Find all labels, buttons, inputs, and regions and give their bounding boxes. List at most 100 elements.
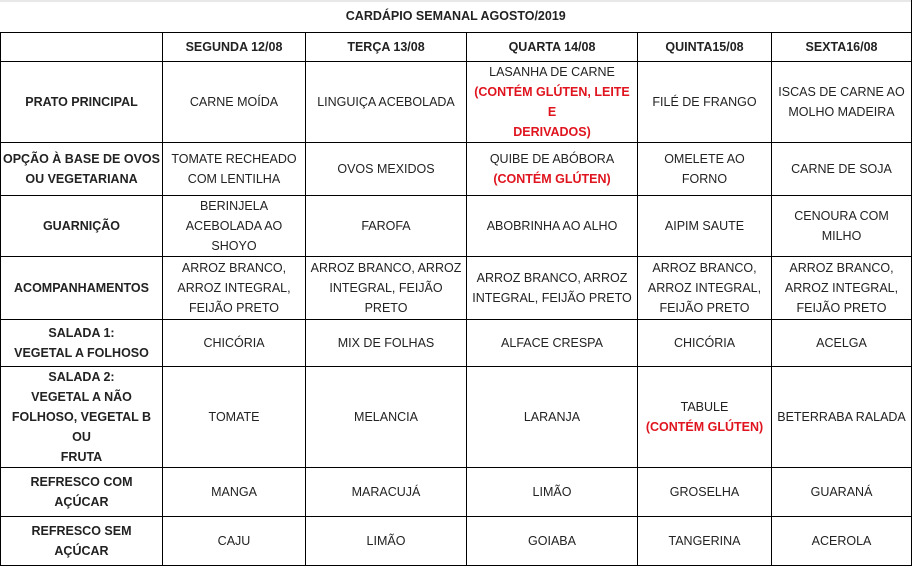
day-header: SEXTA16/08: [770, 31, 912, 62]
dish-text: ISCAS DE CARNE AO MOLHO MADEIRA: [778, 84, 905, 119]
menu-row: GUARNIÇÃO BERINJELA ACEBOLADA AO SHOYO FAR…: [0, 194, 912, 257]
menu-cell: ARROZ BRANCO, ARROZ INTEGRAL, FEIJÃO PRE…: [466, 255, 638, 320]
allergen-note: (CONTÉM GLÚTEN): [645, 419, 764, 434]
menu-cell: ARROZ BRANCO, ARROZ INTEGRAL, FEIJÃO PRE…: [305, 255, 467, 320]
menu-cell: CAJU: [162, 515, 306, 566]
dish-text: TOMATE RECHEADO COM LENTILHA: [171, 151, 297, 186]
dish-text: ABOBRINHA AO ALHO: [486, 218, 618, 233]
menu-row: ACOMPANHAMENTOS ARROZ BRANCO, ARROZ INTEG…: [0, 255, 912, 320]
dish-text: ACEROLA: [811, 533, 872, 548]
menu-cell: OMELETE AO FORNO: [637, 141, 772, 196]
menu-row: SALADA 1: VEGETAL A FOLHOSO CHICÓRIA MIX D…: [0, 318, 912, 367]
dish-text: MELANCIA: [354, 409, 418, 424]
row-label: REFRESCO COM AÇÚCAR: [0, 466, 163, 517]
dish-text: LINGUIÇA ACEBOLADA: [317, 94, 455, 109]
dish-text: GOIABA: [528, 533, 576, 548]
dish-text: ARROZ BRANCO, ARROZ INTEGRAL, FEIJÃO PRE…: [472, 270, 632, 305]
dish-text: ARROZ BRANCO, ARROZ INTEGRAL, FEIJÃO PRE…: [310, 260, 462, 315]
day-header: QUARTA 14/08: [466, 31, 638, 62]
day-header: SEGUNDA 12/08: [162, 31, 306, 62]
dish-text: BETERRABA RALADA: [777, 409, 906, 424]
menu-cell: LASANHA DE CARNE (CONTÉM GLÚTEN, LEITE E …: [466, 60, 638, 143]
dish-text: CAJU: [217, 533, 251, 548]
menu-cell: MANGA: [162, 466, 306, 517]
menu-cell: ARROZ BRANCO, ARROZ INTEGRAL, FEIJÃO PRE…: [770, 255, 912, 320]
menu-cell: GUARANÁ: [770, 466, 912, 517]
menu-cell: ALFACE CRESPA: [466, 318, 638, 367]
row-label: GUARNIÇÃO: [0, 194, 163, 257]
menu-cell: ISCAS DE CARNE AO MOLHO MADEIRA: [770, 60, 912, 143]
menu-cell: FILÉ DE FRANGO: [637, 60, 772, 143]
dish-text: OMELETE AO FORNO: [664, 151, 745, 186]
dish-text: TANGERINA: [668, 533, 741, 548]
dish-text: CHICÓRIA: [203, 335, 265, 350]
menu-cell: CARNE MOÍDA: [162, 60, 306, 143]
menu-cell: GOIABA: [466, 515, 638, 566]
day-header: TERÇA 13/08: [305, 31, 467, 62]
dish-text: TABULE: [680, 399, 729, 414]
menu-cell: LINGUIÇA ACEBOLADA: [305, 60, 467, 143]
menu-cell: CHICÓRIA: [637, 318, 772, 367]
menu-row: OPÇÃO À BASE DE OVOS OU VEGETARIANA TOMAT…: [0, 141, 912, 196]
header-row: SEGUNDA 12/08 TERÇA 13/08 QUARTA 14/08 QUIN…: [0, 31, 912, 62]
dish-text: GROSELHA: [669, 484, 740, 499]
dish-text: CARNE MOÍDA: [189, 94, 279, 109]
dish-text: LIMÃO: [366, 533, 406, 548]
corner-cell: [0, 31, 163, 62]
allergen-note: (CONTÉM GLÚTEN, LEITE E DERIVADOS): [474, 84, 630, 139]
menu-row: REFRESCO SEM AÇÚCAR CAJU LIMÃO GOIABA TANGER…: [0, 515, 912, 566]
dish-text: ARROZ BRANCO, ARROZ INTEGRAL, FEIJÃO PRE…: [647, 260, 762, 315]
dish-text: AIPIM SAUTE: [664, 218, 745, 233]
menu-cell: CENOURA COM MILHO: [770, 194, 912, 257]
menu-cell: LIMÃO: [466, 466, 638, 517]
row-label: SALADA 1: VEGETAL A FOLHOSO: [0, 318, 163, 367]
dish-text: ALFACE CRESPA: [501, 335, 603, 350]
dish-text: CHICÓRIA: [673, 335, 736, 350]
row-label: REFRESCO SEM AÇÚCAR: [0, 515, 163, 566]
menu-cell: CHICÓRIA: [162, 318, 306, 367]
menu-row: PRATO PRINCIPAL CARNE MOÍDA LINGUIÇA ACEBO…: [0, 60, 912, 143]
dish-text: TOMATE: [208, 409, 260, 424]
menu-cell: ABOBRINHA AO ALHO: [466, 194, 638, 257]
row-label: PRATO PRINCIPAL: [0, 60, 163, 143]
menu-cell: MARACUJÁ: [305, 466, 467, 517]
menu-row: SALADA 2: VEGETAL A NÃO FOLHOSO, VEGETAL…: [0, 365, 912, 468]
row-label: SALADA 2: VEGETAL A NÃO FOLHOSO, VEGETAL…: [0, 365, 163, 468]
dish-text: MIX DE FOLHAS: [337, 335, 435, 350]
menu-cell: ACELGA: [770, 318, 912, 367]
menu-cell: MIX DE FOLHAS: [305, 318, 467, 367]
row-label: OPÇÃO À BASE DE OVOS OU VEGETARIANA: [0, 141, 163, 196]
dish-text: CARNE DE SOJA: [791, 161, 892, 176]
menu-cell: GROSELHA: [637, 466, 772, 517]
menu-cell: TOMATE: [162, 365, 306, 468]
dish-text: BERINJELA ACEBOLADA AO SHOYO: [185, 198, 283, 253]
menu-cell: TABULE (CONTÉM GLÚTEN): [637, 365, 772, 468]
menu-cell: OVOS MEXIDOS: [305, 141, 467, 196]
day-header: QUINTA15/08: [637, 31, 772, 62]
dish-text: LARANJA: [523, 409, 581, 424]
menu-cell: BETERRABA RALADA: [770, 365, 912, 468]
dish-text: LASANHA DE CARNE: [489, 64, 615, 79]
menu-cell: BERINJELA ACEBOLADA AO SHOYO: [162, 194, 306, 257]
dish-text: FAROFA: [361, 218, 411, 233]
menu-cell: LIMÃO: [305, 515, 467, 566]
row-label: ACOMPANHAMENTOS: [0, 255, 163, 320]
dish-text: ARROZ BRANCO, ARROZ INTEGRAL, FEIJÃO PRE…: [177, 260, 291, 315]
menu-row: REFRESCO COM AÇÚCAR MANGA MARACUJÁ LIMÃO GRO…: [0, 466, 912, 517]
dish-text: ACELGA: [816, 335, 867, 350]
dish-text: CENOURA COM MILHO: [794, 208, 889, 243]
menu-cell: AIPIM SAUTE: [637, 194, 772, 257]
menu-title: CARDÁPIO SEMANAL AGOSTO/2019: [0, 0, 912, 33]
menu-cell: ACEROLA: [770, 515, 912, 566]
menu-cell: QUIBE DE ABÓBORA (CONTÉM GLÚTEN): [466, 141, 638, 196]
menu-cell: LARANJA: [466, 365, 638, 468]
dish-text: LIMÃO: [532, 484, 572, 499]
dish-text: MARACUJÁ: [351, 484, 421, 499]
menu-cell: TANGERINA: [637, 515, 772, 566]
dish-text: OVOS MEXIDOS: [337, 161, 435, 176]
menu-cell: TOMATE RECHEADO COM LENTILHA: [162, 141, 306, 196]
menu-cell: CARNE DE SOJA: [770, 141, 912, 196]
menu-cell: ARROZ BRANCO, ARROZ INTEGRAL, FEIJÃO PRE…: [162, 255, 306, 320]
menu-cell: FAROFA: [305, 194, 467, 257]
